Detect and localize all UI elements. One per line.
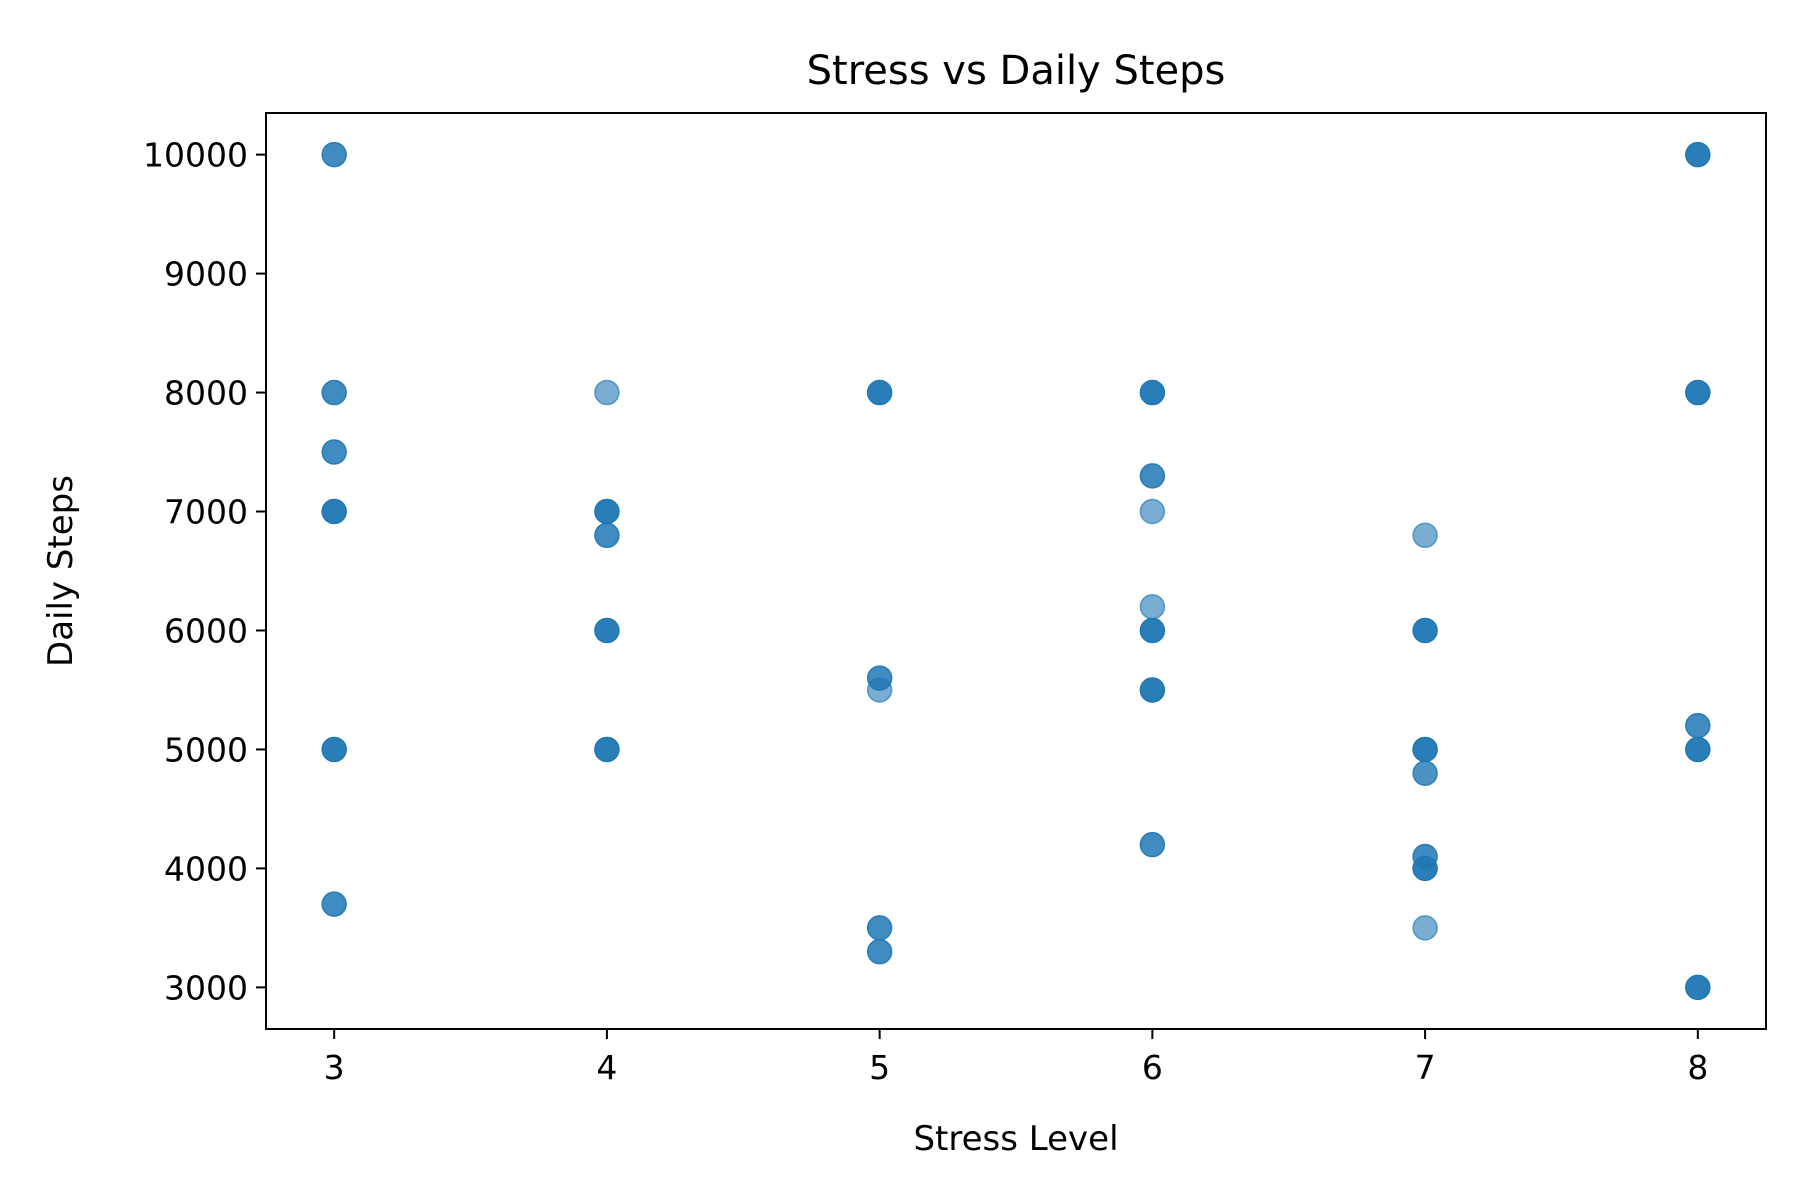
data-point	[321, 736, 347, 763]
data-point	[321, 498, 347, 525]
x-tick-label: 6	[1142, 1048, 1163, 1087]
data-point	[1139, 831, 1166, 858]
y-tick-label: 10000	[143, 136, 248, 175]
y-axis: 3000 4000 5000 6000 7000 8000 9000 10000	[143, 136, 266, 1007]
y-tick-label: 3000	[164, 968, 248, 1007]
data-point	[866, 677, 893, 703]
plot-area	[321, 141, 1711, 1001]
data-point	[1412, 736, 1438, 763]
y-tick-label: 4000	[164, 849, 248, 888]
x-axis-label: Stress Level	[913, 1119, 1118, 1159]
x-tick-label: 3	[324, 1048, 345, 1087]
data-point	[1685, 379, 1711, 406]
y-tick-label: 9000	[164, 255, 248, 294]
data-point	[321, 379, 347, 406]
data-point	[1139, 677, 1166, 703]
data-point	[1685, 974, 1711, 1001]
data-point	[1139, 463, 1166, 489]
data-point	[594, 522, 620, 549]
plot-frame	[265, 112, 1767, 1030]
data-point	[594, 617, 620, 644]
data-point	[321, 141, 347, 168]
data-point	[866, 915, 893, 941]
data-point	[1139, 498, 1166, 525]
data-point	[1412, 617, 1438, 644]
data-point	[594, 498, 620, 525]
y-tick-label: 7000	[164, 493, 248, 532]
data-point	[321, 891, 347, 917]
data-point	[866, 379, 893, 406]
x-axis: 3 4 5 6 7 8	[324, 1029, 1708, 1087]
data-point	[1139, 617, 1166, 644]
chart-title: Stress vs Daily Steps	[807, 48, 1226, 94]
x-tick-label: 4	[596, 1048, 617, 1087]
x-tick-label: 8	[1687, 1048, 1708, 1087]
x-tick-label: 7	[1415, 1048, 1436, 1087]
data-point	[1412, 522, 1438, 549]
data-point	[594, 379, 620, 406]
y-tick-label: 5000	[164, 730, 248, 769]
y-axis-label: Daily Steps	[41, 475, 81, 667]
y-tick-label: 8000	[164, 374, 248, 413]
data-point	[1685, 141, 1711, 168]
data-point	[1139, 593, 1166, 620]
data-point	[1412, 855, 1438, 882]
data-point	[1685, 712, 1711, 739]
data-point	[1412, 760, 1438, 786]
data-point	[1139, 379, 1166, 406]
data-point	[594, 736, 620, 763]
data-point	[1412, 915, 1438, 941]
y-tick-label: 6000	[164, 611, 248, 650]
data-point	[866, 938, 893, 965]
x-tick-label: 5	[869, 1048, 890, 1087]
data-point	[1685, 736, 1711, 763]
data-point	[321, 439, 347, 465]
